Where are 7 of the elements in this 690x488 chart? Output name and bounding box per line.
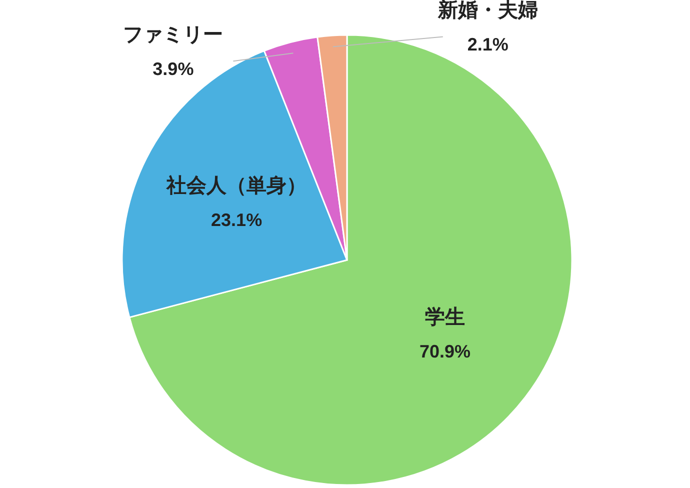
data-label: 23.1% xyxy=(211,210,262,230)
slice-label: ファミリー xyxy=(123,24,224,46)
slice-label: 社会人（単身） xyxy=(166,174,307,198)
data-label: 3.9% xyxy=(152,59,194,80)
data-label: 70.9% xyxy=(419,342,471,362)
slice-label: 学生 xyxy=(425,306,466,329)
data-label: 2.1% xyxy=(467,34,508,55)
